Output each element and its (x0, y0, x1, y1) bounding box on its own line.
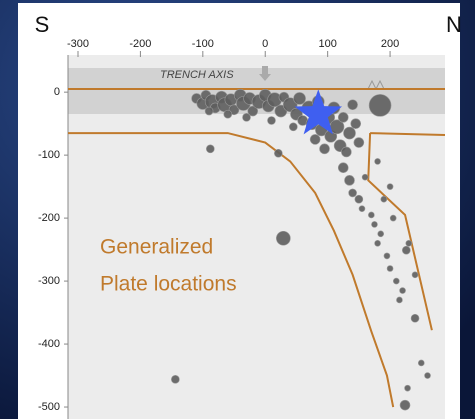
plate-label: Plate locations (100, 273, 237, 296)
north-label: N (446, 12, 462, 37)
earthquake (374, 239, 381, 247)
earthquake (348, 188, 357, 198)
y-tick-label: -300 (38, 275, 60, 287)
earthquake (242, 113, 251, 122)
earthquake (371, 221, 378, 228)
earthquake (386, 183, 394, 190)
x-tick-label: 200 (381, 38, 399, 50)
earthquake (361, 173, 369, 181)
earthquake (282, 97, 298, 113)
earthquake (276, 230, 291, 246)
earthquake (380, 195, 388, 203)
earthquake (319, 143, 330, 155)
earthquake (399, 287, 406, 294)
earthquake (402, 245, 411, 255)
earthquake (289, 122, 298, 132)
earthquake (368, 211, 375, 219)
earthquake (368, 94, 392, 117)
earthquake (347, 99, 358, 111)
earthquake (337, 162, 349, 174)
earthquake (377, 230, 385, 238)
earthquake (337, 112, 349, 123)
earthquake (274, 148, 283, 158)
earthquake (341, 146, 352, 158)
x-tick-label: 0 (262, 38, 268, 50)
earthquake (399, 399, 411, 411)
earthquake (267, 116, 276, 125)
y-tick-label: -200 (38, 212, 60, 224)
plate-line (68, 132, 395, 408)
trench-label: TRENCH AXIS (160, 69, 234, 81)
earthquake (344, 175, 355, 186)
earthquake (171, 375, 180, 384)
trench-arrow (259, 66, 271, 81)
earthquake (411, 271, 419, 279)
plate-label: Generalized (100, 236, 213, 259)
earthquake (223, 109, 233, 119)
x-tick-label: -300 (67, 38, 89, 50)
y-tick-label: -100 (38, 149, 60, 161)
plate-line (370, 132, 446, 136)
earthquake (343, 126, 356, 140)
y-tick-label: -400 (38, 338, 60, 350)
earthquake (410, 313, 420, 323)
earthquake (386, 265, 394, 272)
y-tick-label: -500 (38, 401, 60, 413)
earthquake (293, 92, 306, 105)
earthquake (396, 296, 403, 304)
earthquake (354, 194, 364, 204)
mainshock-star (294, 89, 343, 135)
earthquake (204, 106, 214, 116)
earthquake (247, 105, 259, 117)
y-tick-label: 0 (54, 86, 60, 98)
south-label: S (35, 12, 50, 37)
earthquake (358, 205, 366, 212)
earthquake (424, 372, 431, 379)
earthquake (206, 144, 215, 154)
earthquake (350, 118, 362, 129)
earthquake (309, 134, 321, 145)
earthquake (353, 137, 365, 148)
earthquake (383, 252, 391, 260)
x-tick-label: -200 (129, 38, 151, 50)
earthquake (405, 239, 413, 247)
earthquake (417, 359, 425, 367)
earthquake (374, 158, 381, 165)
earthquake (389, 214, 397, 222)
volcano-icons (367, 79, 385, 90)
x-tick-label: -100 (192, 38, 214, 50)
earthquake (393, 277, 400, 285)
x-tick-label: 100 (318, 38, 336, 50)
earthquake (404, 384, 411, 392)
